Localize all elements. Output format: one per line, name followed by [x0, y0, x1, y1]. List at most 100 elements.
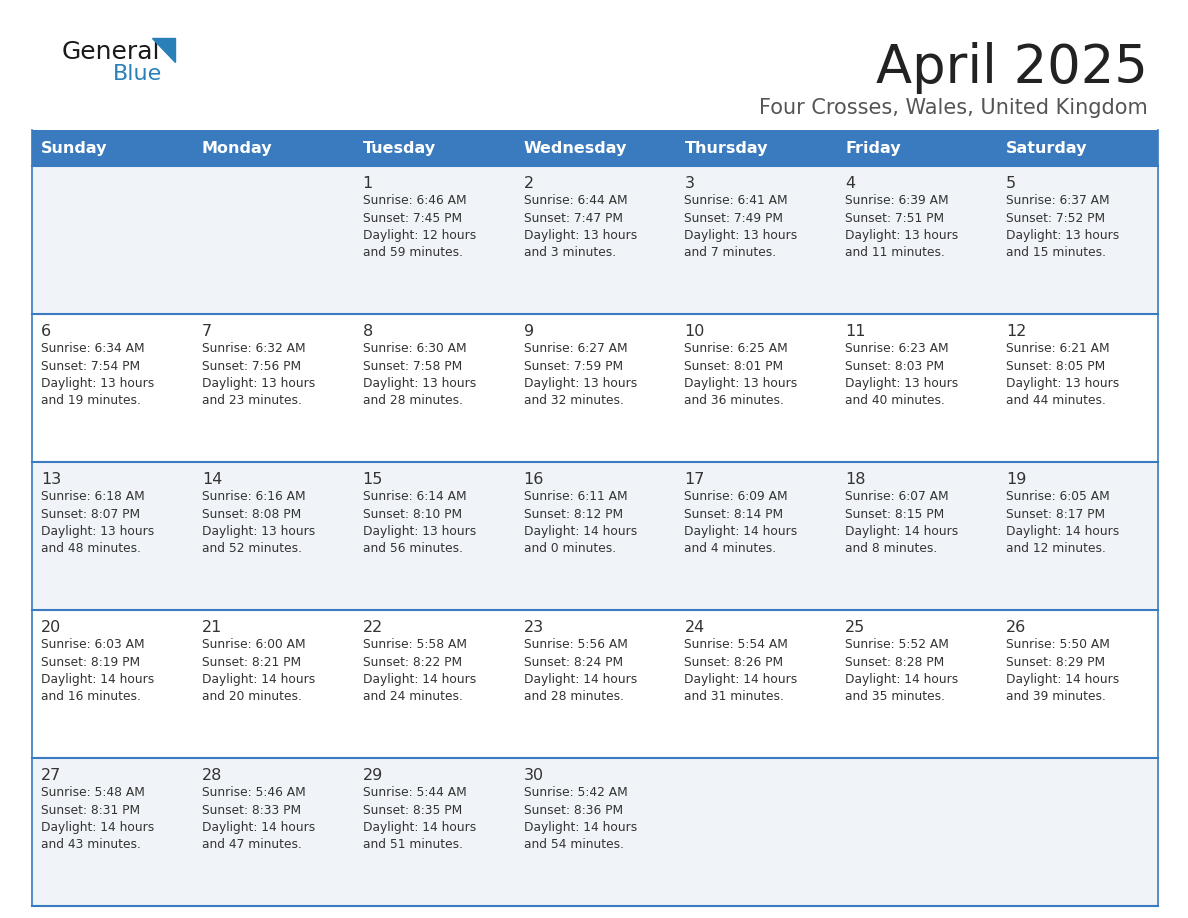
Text: Sunset: 7:45 PM: Sunset: 7:45 PM: [362, 211, 462, 225]
Text: 5: 5: [1006, 176, 1016, 191]
Text: Daylight: 12 hours: Daylight: 12 hours: [362, 229, 476, 242]
Text: Sunset: 8:14 PM: Sunset: 8:14 PM: [684, 508, 784, 521]
Text: 17: 17: [684, 472, 704, 487]
Text: 26: 26: [1006, 620, 1026, 635]
Text: Daylight: 14 hours: Daylight: 14 hours: [846, 673, 959, 686]
Text: Daylight: 14 hours: Daylight: 14 hours: [524, 673, 637, 686]
Text: Saturday: Saturday: [1006, 140, 1088, 155]
Text: Daylight: 13 hours: Daylight: 13 hours: [362, 525, 476, 538]
Text: Sunset: 8:03 PM: Sunset: 8:03 PM: [846, 360, 944, 373]
Text: 27: 27: [42, 768, 62, 783]
Text: and 15 minutes.: and 15 minutes.: [1006, 247, 1106, 260]
Text: 1: 1: [362, 176, 373, 191]
Text: Sunset: 7:51 PM: Sunset: 7:51 PM: [846, 211, 944, 225]
Text: Sunrise: 6:27 AM: Sunrise: 6:27 AM: [524, 342, 627, 355]
Text: and 28 minutes.: and 28 minutes.: [362, 395, 462, 408]
Text: and 23 minutes.: and 23 minutes.: [202, 395, 302, 408]
Text: 14: 14: [202, 472, 222, 487]
Text: Sunrise: 6:14 AM: Sunrise: 6:14 AM: [362, 490, 467, 503]
Text: and 59 minutes.: and 59 minutes.: [362, 247, 462, 260]
Text: Sunset: 8:21 PM: Sunset: 8:21 PM: [202, 655, 301, 668]
Text: Daylight: 13 hours: Daylight: 13 hours: [202, 525, 315, 538]
Text: Daylight: 13 hours: Daylight: 13 hours: [846, 229, 959, 242]
Text: Daylight: 13 hours: Daylight: 13 hours: [684, 377, 797, 390]
Text: Sunrise: 6:23 AM: Sunrise: 6:23 AM: [846, 342, 949, 355]
Text: April 2025: April 2025: [876, 42, 1148, 94]
Text: Daylight: 14 hours: Daylight: 14 hours: [524, 821, 637, 834]
Text: Daylight: 14 hours: Daylight: 14 hours: [684, 525, 797, 538]
Text: Sunrise: 6:00 AM: Sunrise: 6:00 AM: [202, 638, 305, 651]
Text: and 11 minutes.: and 11 minutes.: [846, 247, 946, 260]
Text: and 32 minutes.: and 32 minutes.: [524, 395, 624, 408]
Text: Friday: Friday: [846, 140, 901, 155]
Text: Daylight: 14 hours: Daylight: 14 hours: [1006, 673, 1119, 686]
Text: 7: 7: [202, 324, 211, 339]
Text: Daylight: 13 hours: Daylight: 13 hours: [524, 229, 637, 242]
Text: Sunset: 8:01 PM: Sunset: 8:01 PM: [684, 360, 784, 373]
Text: Four Crosses, Wales, United Kingdom: Four Crosses, Wales, United Kingdom: [759, 98, 1148, 118]
Text: 12: 12: [1006, 324, 1026, 339]
Text: and 54 minutes.: and 54 minutes.: [524, 838, 624, 852]
Text: 9: 9: [524, 324, 533, 339]
Text: 21: 21: [202, 620, 222, 635]
Text: and 52 minutes.: and 52 minutes.: [202, 543, 302, 555]
Text: Sunset: 8:29 PM: Sunset: 8:29 PM: [1006, 655, 1105, 668]
Text: and 28 minutes.: and 28 minutes.: [524, 690, 624, 703]
Text: and 35 minutes.: and 35 minutes.: [846, 690, 946, 703]
Text: Sunset: 7:54 PM: Sunset: 7:54 PM: [42, 360, 140, 373]
Text: Sunrise: 6:25 AM: Sunrise: 6:25 AM: [684, 342, 788, 355]
Text: 16: 16: [524, 472, 544, 487]
Text: and 4 minutes.: and 4 minutes.: [684, 543, 777, 555]
Text: 30: 30: [524, 768, 544, 783]
Text: Sunrise: 6:09 AM: Sunrise: 6:09 AM: [684, 490, 788, 503]
Text: Sunset: 8:12 PM: Sunset: 8:12 PM: [524, 508, 623, 521]
Text: Sunset: 8:22 PM: Sunset: 8:22 PM: [362, 655, 462, 668]
Text: 24: 24: [684, 620, 704, 635]
Text: and 31 minutes.: and 31 minutes.: [684, 690, 784, 703]
Text: Sunset: 7:58 PM: Sunset: 7:58 PM: [362, 360, 462, 373]
Text: Daylight: 13 hours: Daylight: 13 hours: [1006, 377, 1119, 390]
Text: 10: 10: [684, 324, 704, 339]
Bar: [192, 130, 354, 166]
Text: and 48 minutes.: and 48 minutes.: [42, 543, 141, 555]
Text: Daylight: 13 hours: Daylight: 13 hours: [846, 377, 959, 390]
Text: Daylight: 14 hours: Daylight: 14 hours: [1006, 525, 1119, 538]
Text: and 44 minutes.: and 44 minutes.: [1006, 395, 1106, 408]
Text: Daylight: 13 hours: Daylight: 13 hours: [524, 377, 637, 390]
Text: Sunrise: 6:32 AM: Sunrise: 6:32 AM: [202, 342, 305, 355]
Bar: [32, 758, 1158, 906]
Text: Sunrise: 5:58 AM: Sunrise: 5:58 AM: [362, 638, 467, 651]
Text: Daylight: 13 hours: Daylight: 13 hours: [42, 377, 154, 390]
Text: Sunset: 8:24 PM: Sunset: 8:24 PM: [524, 655, 623, 668]
Text: Sunrise: 6:39 AM: Sunrise: 6:39 AM: [846, 194, 949, 207]
Text: Sunset: 8:08 PM: Sunset: 8:08 PM: [202, 508, 301, 521]
Bar: [997, 130, 1158, 166]
Text: Sunrise: 6:46 AM: Sunrise: 6:46 AM: [362, 194, 467, 207]
Text: and 39 minutes.: and 39 minutes.: [1006, 690, 1106, 703]
Text: Sunset: 8:36 PM: Sunset: 8:36 PM: [524, 803, 623, 816]
Text: 8: 8: [362, 324, 373, 339]
Text: Daylight: 14 hours: Daylight: 14 hours: [362, 673, 476, 686]
Bar: [676, 130, 836, 166]
Bar: [514, 130, 676, 166]
Text: Sunrise: 6:37 AM: Sunrise: 6:37 AM: [1006, 194, 1110, 207]
Text: and 19 minutes.: and 19 minutes.: [42, 395, 141, 408]
Text: Wednesday: Wednesday: [524, 140, 627, 155]
Text: and 16 minutes.: and 16 minutes.: [42, 690, 141, 703]
Text: and 47 minutes.: and 47 minutes.: [202, 838, 302, 852]
Text: 19: 19: [1006, 472, 1026, 487]
Text: Sunrise: 6:11 AM: Sunrise: 6:11 AM: [524, 490, 627, 503]
Text: and 43 minutes.: and 43 minutes.: [42, 838, 141, 852]
Text: 13: 13: [42, 472, 62, 487]
Text: and 36 minutes.: and 36 minutes.: [684, 395, 784, 408]
Text: Sunrise: 6:34 AM: Sunrise: 6:34 AM: [42, 342, 145, 355]
Text: Sunset: 8:07 PM: Sunset: 8:07 PM: [42, 508, 140, 521]
Text: Sunset: 8:31 PM: Sunset: 8:31 PM: [42, 803, 140, 816]
Text: 3: 3: [684, 176, 695, 191]
Bar: [32, 166, 1158, 314]
Bar: [32, 462, 1158, 610]
Text: Sunrise: 6:07 AM: Sunrise: 6:07 AM: [846, 490, 949, 503]
Text: Daylight: 13 hours: Daylight: 13 hours: [42, 525, 154, 538]
Text: Sunset: 8:35 PM: Sunset: 8:35 PM: [362, 803, 462, 816]
Bar: [32, 130, 192, 166]
